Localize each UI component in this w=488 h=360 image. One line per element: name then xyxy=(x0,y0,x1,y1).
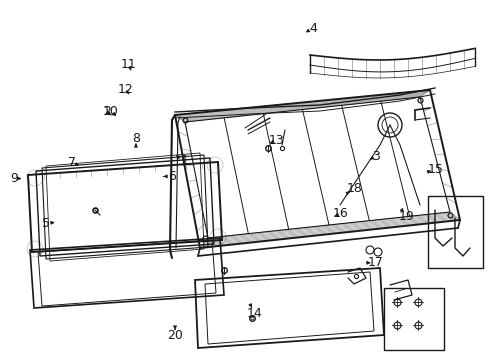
Text: 7: 7 xyxy=(68,156,76,169)
Text: 18: 18 xyxy=(346,182,362,195)
Text: 11: 11 xyxy=(121,58,136,71)
Text: 9: 9 xyxy=(10,172,18,185)
Text: 4: 4 xyxy=(308,22,316,35)
Text: 13: 13 xyxy=(268,134,284,147)
Text: 1: 1 xyxy=(181,154,188,167)
Text: 20: 20 xyxy=(167,329,183,342)
Text: 19: 19 xyxy=(398,210,414,222)
Text: 12: 12 xyxy=(117,83,133,96)
Text: 15: 15 xyxy=(427,163,442,176)
Bar xyxy=(427,196,482,268)
Bar xyxy=(383,288,443,350)
Text: 3: 3 xyxy=(371,150,379,163)
Text: 14: 14 xyxy=(246,307,262,320)
Text: 17: 17 xyxy=(367,256,383,269)
Text: 10: 10 xyxy=(102,105,118,118)
Text: 5: 5 xyxy=(42,217,50,230)
Text: 8: 8 xyxy=(132,132,140,145)
Text: 6: 6 xyxy=(168,170,176,183)
Text: 16: 16 xyxy=(332,207,347,220)
Text: 2: 2 xyxy=(102,105,110,118)
